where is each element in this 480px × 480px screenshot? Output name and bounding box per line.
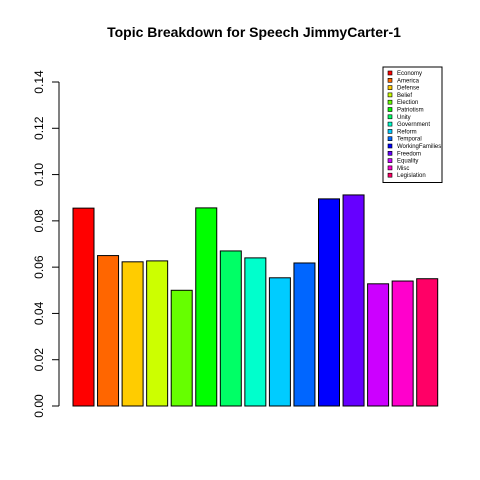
legend-label: Temporal [397, 137, 422, 143]
legend-swatch [388, 144, 392, 148]
bar-government [245, 258, 266, 406]
legend-swatch [388, 166, 392, 170]
legend-label: Legislation [397, 173, 426, 179]
legend-label: Patriotism [397, 108, 424, 114]
bar-belief [147, 261, 168, 406]
bar-america [98, 256, 119, 406]
y-tick-label: 0.06 [32, 255, 46, 279]
y-tick-label: 0.04 [32, 301, 46, 325]
y-tick-label: 0.00 [32, 394, 46, 418]
legend-swatch [388, 93, 392, 97]
legend-label: Government [397, 122, 430, 128]
y-tick-label: 0.10 [32, 163, 46, 187]
legend-swatch [388, 100, 392, 104]
legend-swatch [388, 159, 392, 163]
bar-misc [392, 281, 413, 406]
legend-swatch [388, 78, 392, 82]
legend-label: Election [397, 100, 418, 106]
legend-swatch [388, 173, 392, 177]
chart-title: Topic Breakdown for Speech JimmyCarter-1 [107, 24, 401, 40]
y-tick-label: 0.14 [32, 70, 46, 94]
legend-label: Economy [397, 71, 422, 77]
legend-label: Freedom [397, 151, 421, 157]
legend-label: Equality [397, 159, 418, 165]
bar-equality [368, 284, 389, 406]
bar-unity [220, 251, 241, 406]
bar-legislation [417, 279, 438, 406]
bar-patriotism [196, 208, 217, 406]
bar-economy [73, 208, 94, 406]
legend-label: Belief [397, 93, 412, 99]
y-axis: 0.00 0.02 0.04 0.06 0.08 0.10 0.12 0.14 [32, 70, 59, 418]
legend-swatch [388, 86, 392, 90]
legend-label: Defense [397, 86, 420, 92]
legend-swatch [388, 71, 392, 75]
bar-workingfamilies [319, 199, 340, 406]
legend-label: WorkingFamilies [397, 144, 441, 150]
legend-swatch [388, 151, 392, 155]
legend-swatch [388, 108, 392, 112]
y-tick-label: 0.08 [32, 209, 46, 233]
legend-swatch [388, 115, 392, 119]
legend-label: Misc [397, 166, 409, 172]
bar-defense [122, 262, 143, 406]
legend-label: Unity [397, 115, 411, 121]
bar-temporal [294, 263, 315, 406]
y-tick-label: 0.02 [32, 348, 46, 372]
bar-election [171, 290, 192, 406]
legend-label: America [397, 78, 420, 84]
bars [73, 195, 438, 406]
bar-reform [269, 278, 290, 406]
legend-label: Reform [397, 129, 417, 135]
legend-swatch [388, 129, 392, 133]
legend-swatch [388, 122, 392, 126]
y-tick-label: 0.12 [32, 116, 46, 140]
legend-swatch [388, 137, 392, 141]
bar-freedom [343, 195, 364, 406]
